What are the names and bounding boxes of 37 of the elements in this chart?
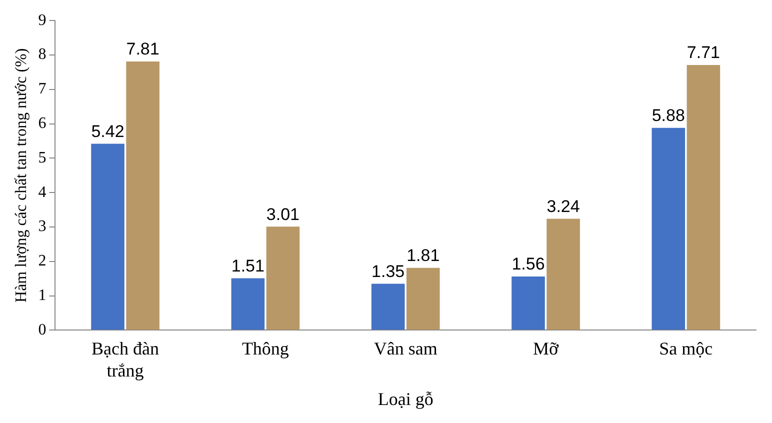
data-label: 7.81: [126, 40, 160, 59]
bar: [546, 218, 580, 330]
y-tick-label: 5: [38, 149, 46, 166]
y-tick-label: 8: [38, 46, 46, 64]
data-label: 5.88: [652, 106, 685, 126]
bar: [231, 278, 265, 330]
bar: [126, 62, 160, 330]
data-label: 3.24: [546, 196, 580, 216]
bar: [371, 284, 405, 330]
data-label: 1.81: [406, 246, 440, 266]
y-tick-label: 9: [38, 12, 46, 29]
y-tick-label: 3: [38, 218, 46, 236]
bar: [266, 226, 300, 330]
x-tick-label: Bạch đàn trắng: [92, 338, 160, 380]
data-label: 1.56: [512, 254, 545, 274]
y-axis-title: Hàm lượng các chất tan trong nước (%): [12, 48, 30, 302]
data-label: 5.42: [91, 122, 124, 141]
x-tick-label: Sa mộc: [659, 338, 713, 359]
x-axis-title: Loại gỗ: [378, 388, 434, 409]
x-tick-label: Vân sam: [374, 338, 438, 359]
bar: [652, 128, 686, 330]
data-label: 1.35: [372, 262, 405, 281]
y-tick-label: 0: [38, 321, 46, 338]
bar: [686, 64, 720, 330]
y-tick-label: 4: [38, 184, 46, 201]
y-tick-label: 1: [38, 287, 46, 304]
data-label: 3.01: [266, 204, 300, 224]
x-tick-label: Mỡ: [532, 338, 559, 359]
y-tick-label: 6: [38, 115, 46, 132]
data-label: 7.71: [686, 43, 720, 62]
bar: [406, 268, 440, 330]
bar: [512, 276, 545, 330]
data-label: 1.51: [231, 256, 264, 276]
bar: [91, 144, 124, 330]
y-tick-label: 7: [38, 80, 46, 98]
x-tick-label: Thông: [242, 338, 289, 359]
y-tick-label: 2: [38, 252, 46, 270]
